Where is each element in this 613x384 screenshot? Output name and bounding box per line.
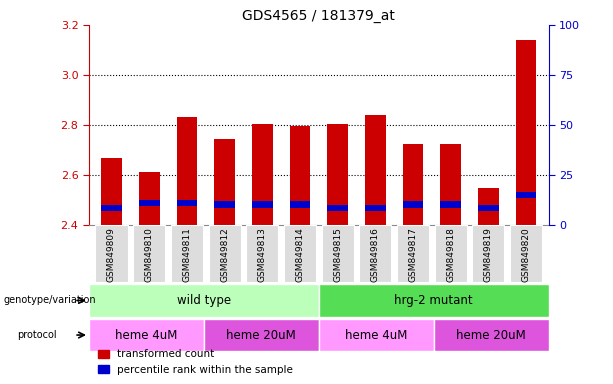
Bar	[177, 118, 197, 225]
Text: GSM849813: GSM849813	[257, 227, 267, 282]
Bar	[96, 225, 128, 282]
Bar	[365, 115, 386, 225]
Text: GSM849809: GSM849809	[107, 227, 116, 282]
Bar	[434, 319, 549, 351]
Text: GSM849815: GSM849815	[333, 227, 342, 282]
Bar	[440, 144, 461, 225]
Bar	[319, 319, 434, 351]
Bar	[478, 205, 499, 211]
Text: GSM849810: GSM849810	[145, 227, 154, 282]
Bar	[204, 319, 319, 351]
Text: protocol: protocol	[17, 330, 57, 340]
Bar	[365, 205, 386, 211]
Title: GDS4565 / 181379_at: GDS4565 / 181379_at	[242, 8, 395, 23]
Text: genotype/variation: genotype/variation	[3, 295, 96, 306]
Bar	[473, 225, 504, 282]
Text: GSM849819: GSM849819	[484, 227, 493, 282]
Bar	[139, 200, 159, 206]
Bar	[101, 205, 122, 211]
Bar	[289, 202, 310, 208]
Text: heme 4uM: heme 4uM	[115, 329, 178, 341]
Bar	[319, 284, 549, 317]
Bar	[478, 189, 499, 225]
Text: GSM849816: GSM849816	[371, 227, 380, 282]
Bar	[516, 40, 536, 225]
Text: heme 20uM: heme 20uM	[226, 329, 296, 341]
Bar	[359, 225, 391, 282]
Bar	[516, 192, 536, 199]
Bar	[327, 205, 348, 211]
Text: GSM849814: GSM849814	[295, 227, 305, 282]
Text: hrg-2 mutant: hrg-2 mutant	[394, 294, 473, 307]
Bar	[252, 202, 273, 208]
Bar	[246, 225, 278, 282]
Bar	[289, 126, 310, 225]
Bar	[101, 159, 122, 225]
Bar	[133, 225, 165, 282]
Bar	[214, 139, 235, 225]
Bar	[252, 124, 273, 225]
Legend: transformed count, percentile rank within the sample: transformed count, percentile rank withi…	[94, 345, 297, 379]
Text: wild type: wild type	[177, 294, 231, 307]
Text: GSM849812: GSM849812	[220, 227, 229, 282]
Bar	[208, 225, 240, 282]
Bar	[139, 172, 159, 225]
Bar	[440, 202, 461, 208]
Bar	[89, 284, 319, 317]
Bar	[403, 202, 424, 208]
Bar	[214, 202, 235, 208]
Bar	[171, 225, 203, 282]
Text: heme 4uM: heme 4uM	[345, 329, 408, 341]
Bar	[177, 200, 197, 206]
Text: heme 20uM: heme 20uM	[456, 329, 526, 341]
Text: GSM849811: GSM849811	[182, 227, 191, 282]
Bar	[89, 319, 204, 351]
Text: GSM849818: GSM849818	[446, 227, 455, 282]
Text: GSM849817: GSM849817	[408, 227, 417, 282]
Text: GSM849820: GSM849820	[522, 227, 530, 282]
Bar	[397, 225, 429, 282]
Bar	[435, 225, 466, 282]
Bar	[327, 124, 348, 225]
Bar	[322, 225, 354, 282]
Bar	[510, 225, 542, 282]
Bar	[284, 225, 316, 282]
Bar	[403, 144, 424, 225]
